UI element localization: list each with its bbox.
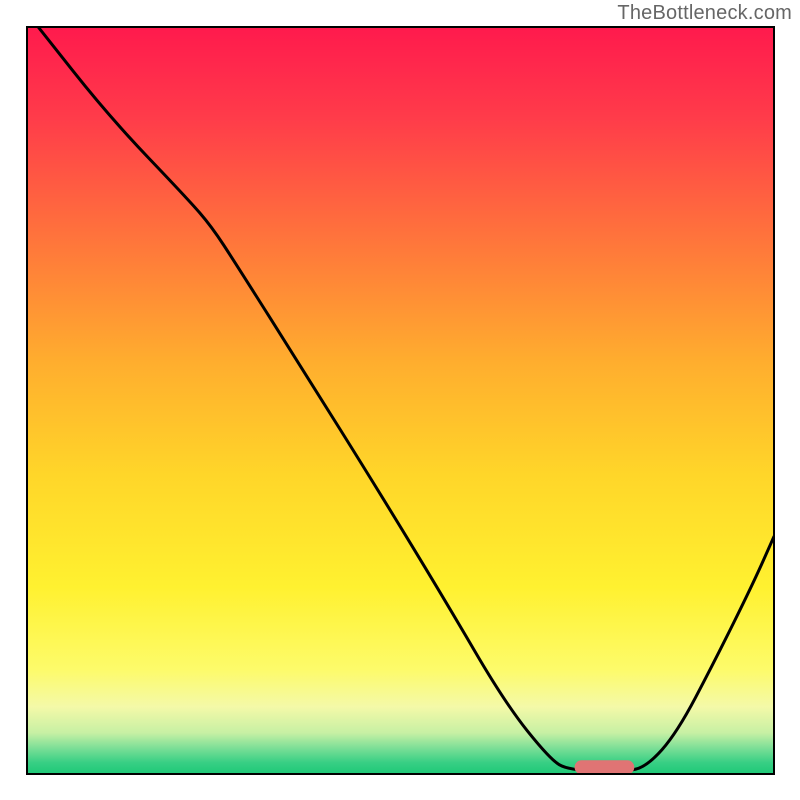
plot-area (27, 27, 774, 774)
bottleneck-chart (0, 0, 800, 800)
optimal-range-marker (575, 760, 635, 774)
plot-background (27, 27, 774, 774)
